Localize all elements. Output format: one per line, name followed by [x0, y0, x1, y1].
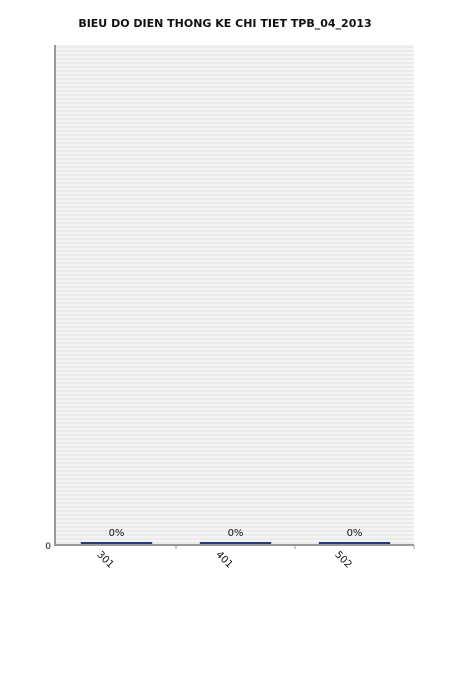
bar — [200, 542, 271, 544]
bar — [81, 542, 152, 544]
y-axis-ticks: 0 — [45, 542, 51, 552]
bar-value-label: 0% — [109, 528, 125, 539]
y-tick-label: 0 — [45, 542, 51, 552]
bar-value-label: 0% — [228, 528, 244, 539]
bar-series — [81, 542, 390, 544]
category-label: 401 — [213, 549, 234, 570]
category-labels: 301 401 502 — [94, 549, 353, 570]
category-label: 502 — [332, 549, 353, 570]
bar-value-label: 0% — [347, 528, 363, 539]
bar — [319, 542, 390, 544]
category-label: 301 — [94, 549, 115, 570]
